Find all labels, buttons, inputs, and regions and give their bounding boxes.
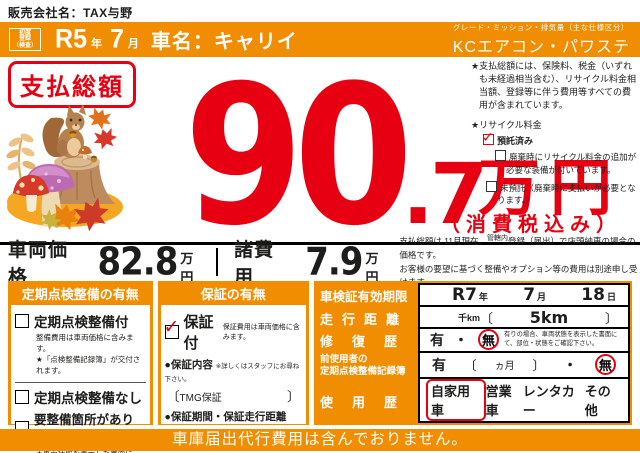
repair-history-row: 修復歴 有 ・ 無 有りの場合、車両状態を表示した書面にて、部位・状態をご確認下… bbox=[316, 327, 630, 353]
recycle-fee-title: ★リサイクル料金 bbox=[471, 120, 542, 131]
grade-block: グレード・ミッション・排気量（主な仕様区分） KCエアコン・パワステ bbox=[453, 22, 630, 57]
recycle-deposited-subnote: 廃棄時にリサイクル料金の追加が必要な装備が付いています。 bbox=[495, 150, 637, 176]
divider bbox=[15, 381, 146, 383]
price-breakdown-row: 車両価格 82.8 万円 諸費用 7.9 万円 支払総額は 11月現在、管轄内登… bbox=[0, 235, 640, 288]
tax-included-note: （消費税込み） bbox=[440, 214, 622, 236]
empty-checkbox-icon bbox=[15, 389, 29, 404]
first-registration-badge: 初度 登録 （検査） bbox=[9, 27, 42, 52]
warranty-included-option: 保証付 保証費用は車両価格に含みます。 bbox=[164, 311, 302, 353]
usage-private-selected: 自家用車 bbox=[426, 379, 486, 422]
warranty-box: 保証付 保証費用は車両価格に含みます。 ●保証内容 ※詳しくはスタッフにお尋ね下… bbox=[160, 305, 306, 451]
bottom-panels: 定期点検整備の有無 定期点検整備付 整備費用は車両価格に含みます。 ★「点検整備… bbox=[8, 281, 632, 453]
inclusion-note: ★支払総額には、保険料、税金（いずれも未経過相当含む）、リサイクル料金相当額、登… bbox=[471, 61, 637, 111]
registration-month: 7 bbox=[109, 23, 124, 55]
autumn-squirrel-illustration bbox=[6, 104, 123, 236]
expiry-year: R7 bbox=[452, 285, 477, 305]
maintenance-title: 定期点検整備の有無 bbox=[21, 287, 139, 302]
checked-checkbox-icon bbox=[482, 127, 494, 148]
empty-checkbox-icon bbox=[486, 180, 497, 192]
total-amount-decimal: .7 bbox=[402, 145, 488, 243]
total-price-notes: ★支払総額には、保険料、税金（いずれも未経過相当含む）、リサイクル料金相当額、登… bbox=[471, 60, 637, 207]
usage-commercial: 営業車 bbox=[485, 384, 512, 419]
total-amount-unit: 万円 bbox=[478, 154, 623, 223]
maintenance-included-option: 定期点検整備付 bbox=[15, 311, 146, 331]
maintenance-none-option: 定期点検整備なし bbox=[15, 387, 146, 407]
mileage-value: 5km bbox=[529, 307, 569, 327]
divider bbox=[216, 247, 219, 276]
expiry-day: 18 bbox=[581, 285, 605, 305]
dealer-name: 販売会社名：TAX与野 bbox=[8, 6, 133, 20]
registration-date: R5 年 7 月 bbox=[55, 23, 139, 55]
empty-checkbox-icon bbox=[495, 150, 506, 162]
vehicle-price-value: 82.8 bbox=[97, 239, 178, 284]
record-none-circled: 無 bbox=[594, 354, 616, 376]
warranty-title: 保証の有無 bbox=[200, 287, 266, 302]
maintenance-panel: 定期点検整備の有無 定期点検整備付 整備費用は車両価格に含みます。 ★「点検整備… bbox=[8, 281, 153, 453]
usage-other: その他 bbox=[584, 384, 611, 419]
expiry-month: 7 bbox=[523, 285, 536, 305]
empty-checkbox-icon bbox=[15, 314, 29, 328]
footer-banner: 車庫届出代行費用は含んでおりません。 bbox=[0, 429, 640, 451]
grade-value: KCエアコン・パワステ bbox=[452, 39, 630, 56]
grade-caption: グレード・ミッション・排気量（主な仕様区分） bbox=[452, 23, 629, 32]
recycle-not-deposited-option: 未預託（廃棄時に支払いが必要となります。） bbox=[486, 180, 637, 207]
title-banner: 初度 登録 （検査） R5 年 7 月 車名：キャリイ グレード・ミッション・排… bbox=[0, 22, 640, 57]
checked-checkbox-icon bbox=[164, 316, 179, 339]
warranty-period-label: ●保証期間・保証走行距離 bbox=[164, 411, 287, 423]
fees-value: 7.9 bbox=[305, 239, 363, 284]
total-amount-integer: 90 bbox=[184, 43, 413, 269]
usage-rental: レンタカー bbox=[522, 384, 575, 419]
total-price-label: 支払総額 bbox=[8, 61, 136, 108]
warranty-content-value: 〔 TMG保証 〕 bbox=[166, 389, 300, 404]
warranty-content-label: ●保証内容 ※詳しくはスタッフにお尋ね下さい。 bbox=[164, 359, 300, 383]
car-name: 車名：キャリイ bbox=[150, 31, 298, 53]
maintenance-box: 定期点検整備付 整備費用は車両価格に含みます。 ★「点検整備記録簿」が交付されま… bbox=[11, 305, 150, 453]
recycle-deposited-option: 預託済み bbox=[482, 127, 637, 148]
previous-record-row: 前使用者の 定期点検整備記録簿 有 〔 ヵ月 〕 ・ 無 bbox=[316, 350, 630, 380]
warranty-panel: 保証の有無 保証付 保証費用は車両価格に含みます。 ●保証内容 ※詳しくはスタッ… bbox=[157, 281, 309, 451]
usage-history-row: 使用歴 自家用車 営業車 レンタカー その他 bbox=[316, 377, 630, 424]
registration-year: R5 bbox=[55, 23, 87, 55]
repair-none-circled: 無 bbox=[478, 329, 499, 351]
mileage-row: 走行距離 千km 〔 5km 〕 bbox=[316, 305, 630, 330]
